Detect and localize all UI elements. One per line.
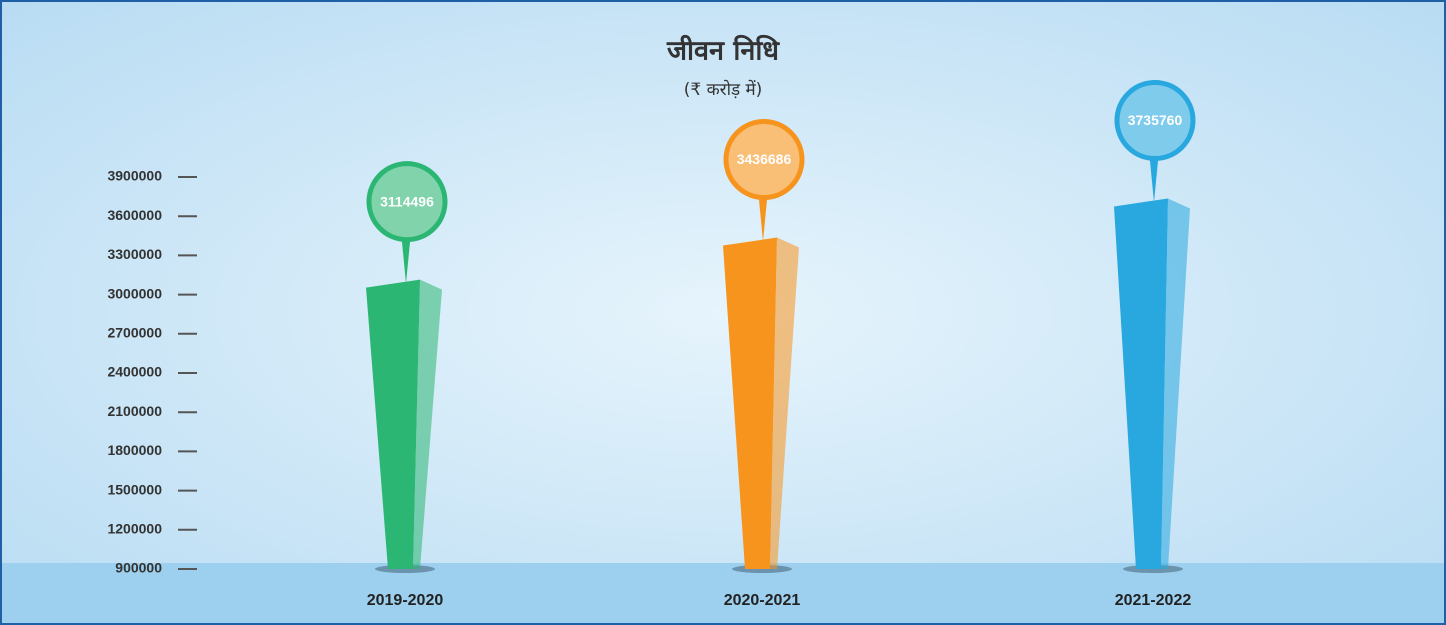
y-tick-label: 2400000 <box>107 364 162 380</box>
value-label: 3735760 <box>1128 112 1183 128</box>
y-tick-label: 1200000 <box>107 521 162 537</box>
value-label: 3436686 <box>737 151 792 167</box>
y-tick-label: 2100000 <box>107 403 162 419</box>
y-tick-label: 1800000 <box>107 442 162 458</box>
x-tick-label: 2021-2022 <box>1115 592 1192 609</box>
x-tick-label: 2019-2020 <box>367 592 444 609</box>
chart-title: जीवन निधि <box>666 35 780 67</box>
y-tick-label: 3600000 <box>107 207 162 223</box>
value-label: 3114496 <box>380 193 434 209</box>
x-tick-label: 2020-2021 <box>724 592 801 609</box>
y-tick-label: 1500000 <box>107 481 162 497</box>
y-tick-label: 2700000 <box>107 325 162 341</box>
y-tick-label: 3300000 <box>107 246 162 262</box>
y-tick-label: 3000000 <box>107 285 162 301</box>
y-tick-label: 3900000 <box>107 168 162 184</box>
chart: जीवन निधि (₹ करोड़ में) 900000 1200000 150… <box>0 0 1446 625</box>
chart-subtitle: (₹ करोड़ में) <box>684 79 763 100</box>
y-tick-label: 900000 <box>115 560 162 576</box>
